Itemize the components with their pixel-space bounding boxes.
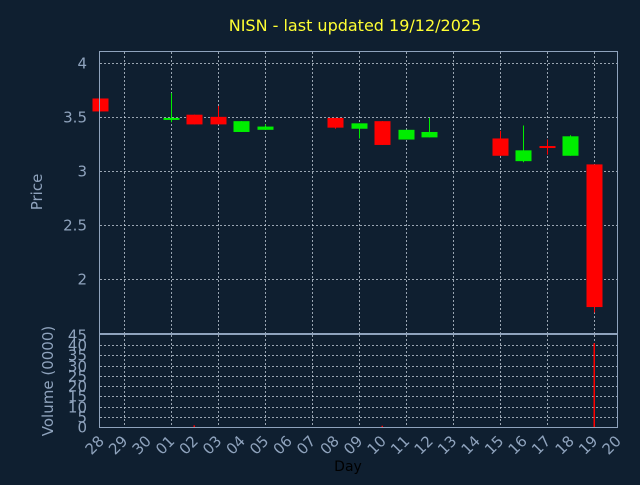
- candle-body: [539, 146, 556, 149]
- candle-body: [421, 131, 438, 138]
- volume-y-tick-label: 5: [77, 409, 87, 427]
- price-y-tick-label: 3.5: [63, 109, 87, 127]
- candle-body: [210, 116, 227, 125]
- candle-body: [515, 150, 532, 162]
- x-tick-labels: 2829300102030405060708091011121314151617…: [82, 432, 625, 458]
- volume-y-tick-label: 20: [68, 378, 87, 396]
- volume-y-tick-label: 30: [68, 358, 87, 376]
- chart-title: NISN - last updated 19/12/2025: [229, 16, 482, 35]
- candle-body: [398, 129, 415, 140]
- candle-body: [374, 121, 391, 145]
- price-candles: [92, 93, 603, 313]
- price-y-tick-label: 2.5: [63, 217, 87, 235]
- x-axis-label: Day: [334, 459, 362, 475]
- volume-bar: [381, 425, 383, 427]
- volume-y-tick-label: 0: [77, 419, 87, 437]
- candle-body: [586, 164, 603, 308]
- price-y-tick-labels: 4 3.5 3 2.5 2: [63, 55, 87, 289]
- candle-body: [327, 117, 344, 128]
- volume-axis-label: Volume (0000): [39, 326, 57, 436]
- volume-y-tick-label: 15: [68, 388, 87, 406]
- candle-body: [233, 121, 250, 132]
- candle-body: [351, 123, 368, 129]
- price-panel-frame: [99, 51, 618, 334]
- candle-body: [186, 114, 203, 125]
- volume-y-tick-label: 40: [68, 337, 87, 355]
- candle-body: [257, 126, 274, 130]
- price-y-tick-label: 2: [77, 271, 87, 289]
- volume-y-tick-label: 35: [68, 347, 87, 365]
- candle-body: [562, 136, 579, 156]
- volume-bars: [193, 343, 595, 427]
- price-y-tick-label: 3: [77, 163, 87, 181]
- volume-bar: [593, 343, 595, 427]
- price-axis-label: Price: [28, 174, 46, 211]
- volume-y-tick-label: 10: [68, 399, 87, 417]
- candle-body: [492, 138, 509, 156]
- candle-body: [92, 98, 109, 112]
- volume-panel-frame: [99, 334, 618, 428]
- volume-y-tick-label: 25: [68, 368, 87, 386]
- candle-body: [163, 117, 180, 120]
- volume-y-tick-label: 45: [68, 327, 87, 345]
- volume-bar: [193, 425, 195, 427]
- price-y-tick-label: 4: [77, 55, 87, 73]
